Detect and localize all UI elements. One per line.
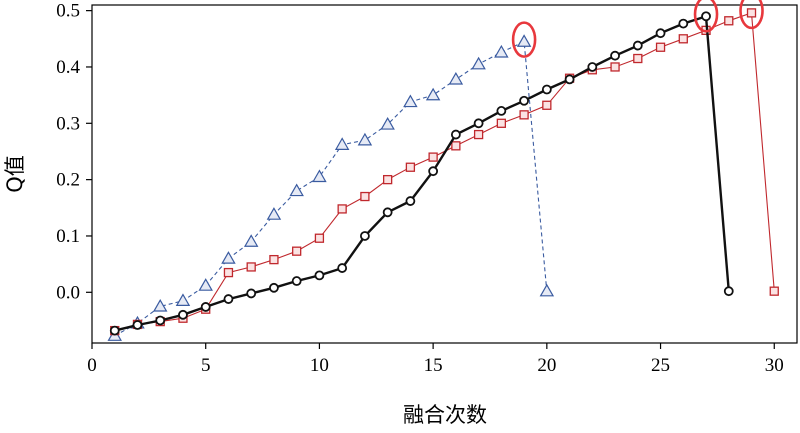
series-1-triangle-marker [266,207,282,220]
series-2-square-marker [405,162,416,172]
series-2-line [114,12,775,332]
highlight-layer [511,0,764,58]
x-tick-label: 5 [201,355,211,376]
series-3-circle-marker [723,286,734,297]
series-1-triangle-marker [539,283,555,297]
series-1-triangle-marker [448,71,464,85]
x-tick-label: 10 [310,355,329,376]
series-3-circle-marker [541,84,552,95]
series-2-square-marker [246,262,256,272]
series-1-triangle-marker [403,94,418,108]
y-tick-label: 0.0 [56,282,80,303]
series-3-circle-marker [473,118,484,129]
series-3-circle-marker [496,106,507,116]
series-3-circle-marker [519,95,529,106]
series-1-triangle-marker [425,87,441,101]
series-1-triangle-marker [312,169,327,183]
x-tick-label: 20 [537,355,556,376]
series-3-circle-marker [450,129,461,140]
series-3-circle-marker [132,320,143,330]
series-3-circle-marker [223,294,234,304]
series-2-square-marker [314,233,325,243]
plot-frame [91,4,798,344]
series-1-triangle-marker [175,293,191,306]
series-3-circle-marker [632,40,643,51]
series-2-square-marker [428,152,438,162]
y-tick-label: 0.2 [56,170,80,191]
series-2-square-marker [769,286,779,296]
series-3-circle-marker [428,166,439,177]
series-1-triangle-marker [198,278,213,291]
series-3-circle-marker [109,325,120,336]
series-2-square-marker [678,34,688,44]
series-3-circle-marker [178,309,188,320]
x-tick-label: 15 [424,355,443,376]
series-3-circle-marker [200,302,211,312]
series-1-triangle-marker [289,183,304,197]
series-2-square-marker [473,129,484,140]
series-3-circle-marker [564,74,575,85]
series-1-triangle-marker [334,137,350,150]
series-3-circle-marker [337,263,348,273]
series-2-square-marker [519,110,529,120]
series-2-square-marker [496,118,507,128]
series-2-square-marker [724,16,734,26]
peak-highlight-circle [511,21,537,58]
series-2-square-marker [746,8,757,18]
x-tick-label: 30 [765,355,784,376]
series-1-triangle-marker [494,44,509,58]
series-2-square-marker [655,42,666,52]
series-3-circle-marker [655,28,666,39]
series-2-square-marker [292,246,302,256]
series-1-triangle-marker [152,298,168,312]
series-layer [107,8,779,341]
series-2-square-marker [633,53,643,64]
series-3-circle-marker [678,18,689,29]
y-tick-label: 0.5 [56,1,80,22]
series-2-square-marker [542,100,552,110]
series-1-triangle-marker [471,56,486,70]
axis-layer: 0 5 10 15 20 25 30 0.0 0.1 0.2 0.3 0.4 0.5 [56,1,784,376]
series-2-square-marker [269,254,279,265]
series-1-triangle-marker [380,117,395,130]
peak-highlight-circle [739,0,764,30]
series-3-circle-marker [701,11,711,22]
series-3-circle-marker [405,196,416,206]
series-1-triangle-marker [357,132,373,146]
y-tick-label: 0.4 [56,57,80,78]
series-3-circle-marker [314,270,325,281]
peak-highlight-circle [693,0,719,33]
series-1-triangle-marker [221,251,236,264]
x-axis-title: 融合次数 [403,403,487,427]
y-tick-label: 0.1 [56,226,80,247]
series-2-square-marker [382,174,393,185]
series-3-circle-marker [291,276,302,286]
series-2-square-marker [337,204,347,214]
y-tick-label: 0.3 [56,113,80,134]
series-3-circle-marker [382,207,393,218]
series-3-circle-marker [360,231,370,241]
series-3-circle-marker [587,62,598,72]
series-3-circle-marker [269,282,279,293]
series-3-circle-marker [246,288,257,299]
x-tick-label: 25 [651,355,670,376]
series-1-triangle-marker [243,234,259,247]
series-2-square-marker [610,62,620,72]
series-1-line [114,40,548,337]
y-axis-title: Q值 [3,155,27,193]
series-3-line [114,14,730,332]
series-3-circle-marker [155,315,166,326]
series-2-square-marker [451,141,461,151]
x-tick-label: 0 [87,355,97,376]
series-2-square-marker [223,267,234,278]
series-2-square-marker [360,191,370,202]
series-1-triangle-marker [516,34,532,47]
series-3-circle-marker [610,50,620,61]
